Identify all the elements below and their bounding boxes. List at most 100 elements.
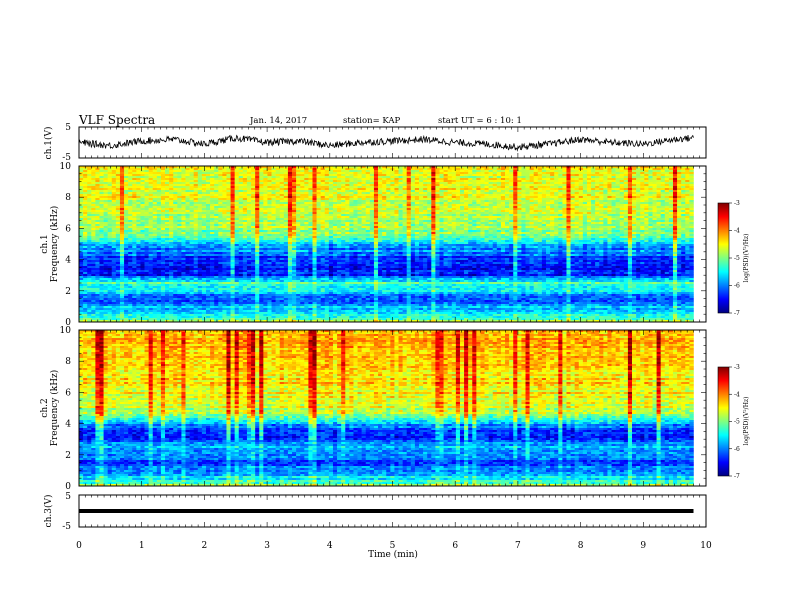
spectrogram-cell (464, 176, 469, 179)
spectrogram-cell (369, 172, 375, 175)
spectrogram-cell (83, 196, 88, 199)
spectrogram-cell (304, 178, 309, 181)
spectrogram-cell (386, 224, 391, 227)
spectrogram-cell (283, 214, 289, 217)
spectrogram-cell (541, 186, 547, 189)
spectrogram-cell (562, 166, 567, 169)
spectrogram-cell (386, 210, 391, 213)
spectrogram-cell (193, 176, 199, 179)
spectrogram-cell (341, 166, 346, 169)
spectrogram-cell (226, 170, 231, 173)
spectrogram-cell (83, 198, 88, 201)
spectrogram-cell (296, 194, 301, 197)
spectrogram-cell (79, 176, 84, 179)
spectrogram-cell (414, 220, 420, 223)
spectrogram-cell (591, 174, 596, 177)
spectrogram-cell (353, 196, 358, 199)
spectrogram-cell (312, 174, 317, 177)
spectrogram-cell (238, 216, 244, 219)
spectrogram-cell (664, 204, 670, 207)
spectrogram-cell (599, 168, 604, 171)
spectrogram-cell (316, 182, 321, 185)
spectrogram-cell (283, 194, 289, 197)
spectrogram-cell (447, 180, 453, 183)
spectrogram-cell (533, 176, 539, 179)
spectrogram-cell (513, 166, 518, 169)
spectrogram-cell (533, 196, 539, 199)
spectrogram-cell (681, 200, 686, 203)
spectrogram-cell (79, 192, 84, 195)
spectrogram-cell (246, 176, 252, 179)
spectrogram-cell (283, 170, 289, 173)
spectrogram-cell (83, 180, 88, 183)
spectrogram-cell (304, 210, 309, 213)
spectrogram-cell (83, 214, 88, 217)
spectrogram-cell (611, 178, 616, 181)
spectrogram-cell (263, 220, 268, 223)
spectrogram-cell (230, 176, 235, 179)
spectrogram-cell (373, 222, 379, 225)
spectrogram-cell (484, 182, 489, 185)
spectrogram-cell (652, 188, 657, 191)
spectrogram-cell (689, 188, 694, 191)
spectrogram-cell (251, 204, 256, 207)
spectrogram-cell (484, 208, 489, 211)
spectrogram-cell (87, 188, 92, 191)
spectrogram-cell (119, 212, 125, 215)
spectrogram-cell (218, 204, 223, 207)
spectrogram-cell (234, 170, 240, 173)
spectrogram-cell (390, 228, 395, 231)
spectrogram-cell (517, 194, 522, 197)
spectrogram-cell (132, 210, 137, 213)
spectrogram-cell (595, 222, 600, 225)
spectrogram-cell (238, 228, 244, 231)
spectrogram-cell (656, 202, 661, 205)
spectrogram-cell (537, 226, 543, 229)
spectrogram-cell (140, 186, 145, 189)
spectrogram-cell (103, 212, 108, 215)
spectrogram-cell (582, 196, 588, 199)
spectrogram-cell (148, 218, 154, 221)
spectrogram-cell (545, 194, 551, 197)
spectrogram-cell (627, 218, 633, 221)
spectrogram-cell (480, 200, 485, 203)
spectrogram-cell (607, 168, 612, 171)
spectrogram-cell (332, 174, 338, 177)
spectrogram-cell (267, 214, 272, 217)
spectrogram-cell (636, 220, 641, 223)
spectrogram-cell (361, 218, 367, 221)
spectrogram-cell (447, 222, 453, 225)
spectrogram-cell (373, 166, 379, 169)
spectrogram-cell (373, 204, 379, 207)
spectrogram-cell (255, 184, 260, 187)
spectrogram-cell (406, 208, 412, 211)
spectrogram-cell (505, 168, 510, 171)
spectrogram-cell (255, 210, 260, 213)
spectrogram-cell (156, 210, 162, 213)
spectrogram-cell (582, 212, 588, 215)
spectrogram-cell (517, 206, 522, 209)
spectrogram-cell (230, 202, 235, 205)
spectrogram-cell (148, 178, 154, 181)
spectrogram-cell (140, 214, 145, 217)
spectrogram-cell (210, 184, 215, 187)
spectrogram-cell (480, 166, 485, 169)
spectrogram-cell (644, 186, 649, 189)
spectrogram-cell (484, 172, 489, 175)
spectrogram-cell (255, 194, 260, 197)
spectrogram-cell (87, 174, 92, 177)
spectrogram-cell (591, 214, 596, 217)
spectrogram-cell (103, 190, 108, 193)
spectrogram-cell (566, 170, 571, 173)
spectrogram-cell (119, 214, 125, 217)
spectrogram-cell (578, 226, 584, 229)
spectrogram-cell (357, 218, 362, 221)
spectrogram-cell (611, 226, 616, 229)
spectrogram-cell (685, 226, 690, 229)
spectrogram-cell (369, 184, 375, 187)
spectrogram-cell (234, 216, 240, 219)
spectrogram-cell (91, 178, 96, 181)
spectrogram-cell (119, 208, 125, 211)
spectrogram-cell (312, 204, 317, 207)
spectrogram-cell (439, 182, 444, 185)
